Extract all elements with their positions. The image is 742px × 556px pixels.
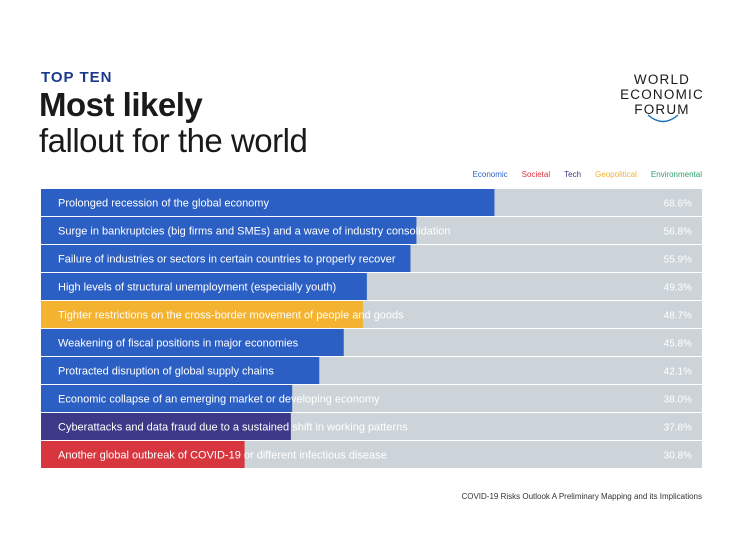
value-label: 37.8% xyxy=(664,423,692,434)
logo-line-2: ECONOMIC xyxy=(620,87,704,102)
value-label: 48.7% xyxy=(664,311,692,322)
wef-logo: WORLD ECONOMIC FORUM xyxy=(612,72,712,123)
kicker: TOP TEN xyxy=(41,69,113,86)
bar-label: Cyberattacks and data fraud due to a sus… xyxy=(58,422,408,434)
bar-label: Economic collapse of an emerging market … xyxy=(58,394,380,406)
bar-label: Tighter restrictions on the cross-border… xyxy=(58,310,404,322)
bar xyxy=(41,273,367,300)
bar-label: Failure of industries or sectors in cert… xyxy=(58,254,396,266)
logo-arc-icon xyxy=(647,114,679,123)
bar xyxy=(41,217,417,244)
bar-label: Protracted disruption of global supply c… xyxy=(58,366,274,378)
value-label: 68.6% xyxy=(664,199,692,210)
value-label: 42.1% xyxy=(664,367,692,378)
legend-item-economic: Economic xyxy=(472,170,508,179)
bar xyxy=(41,357,320,384)
value-label: 55.9% xyxy=(664,255,692,266)
logo-line-1: WORLD xyxy=(633,72,691,87)
value-label: 49.3% xyxy=(664,283,692,294)
bar-label: Weakening of fiscal positions in major e… xyxy=(58,338,299,350)
value-label: 56.8% xyxy=(664,227,692,238)
value-label: 30.8% xyxy=(664,451,692,462)
legend-item-tech: Tech xyxy=(564,170,582,179)
value-label: 45.8% xyxy=(664,339,692,350)
bar xyxy=(41,385,293,412)
value-label: 38.0% xyxy=(664,395,692,406)
title-line-2: fallout for the world xyxy=(39,122,308,159)
legend-item-societal: Societal xyxy=(521,170,551,179)
bar xyxy=(41,245,411,272)
source-note: COVID-19 Risks Outlook A Preliminary Map… xyxy=(461,492,702,501)
chart-legend: Economic Societal Tech Geopolitical Environm… xyxy=(473,170,702,179)
logo-line-3: FORUM xyxy=(634,102,690,117)
bar-label: Surge in bankruptcies (big firms and SME… xyxy=(58,226,451,238)
legend-item-environmental: Environmental xyxy=(650,170,702,179)
bar-label: Prolonged recession of the global econom… xyxy=(58,198,269,210)
bar xyxy=(41,329,344,356)
bar xyxy=(41,413,291,440)
bar xyxy=(41,441,245,468)
bar-label: High levels of structural unemployment (… xyxy=(58,282,336,294)
title-line-1: Most likely xyxy=(39,86,203,123)
bar xyxy=(41,301,363,328)
bar-label: Another global outbreak of COVID-19 or d… xyxy=(58,450,387,462)
legend-item-geopolitical: Geopolitical xyxy=(595,170,637,179)
bar xyxy=(41,189,495,216)
